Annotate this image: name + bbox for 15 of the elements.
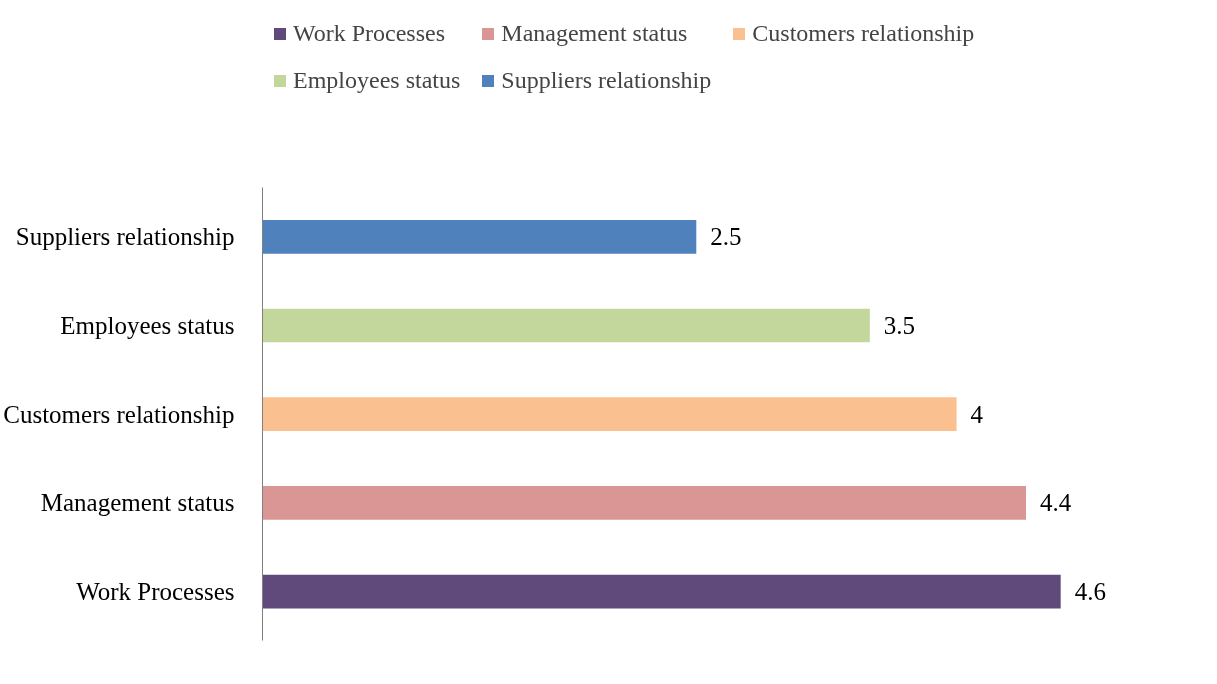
y-tick-label: Suppliers relationship <box>15 223 235 251</box>
y-tick-label: Management status <box>40 489 235 517</box>
data-label: 4.6 <box>1074 578 1106 606</box>
legend-label: Customers relationship <box>752 20 975 47</box>
data-label: 4 <box>970 400 984 428</box>
y-tick-label: Customers relationship <box>3 400 235 428</box>
y-tick-label: Work Processes <box>76 578 235 606</box>
data-label: 4.4 <box>1039 489 1072 517</box>
legend-label: Work Processes <box>293 20 446 47</box>
data-label: 2.5 <box>710 223 742 251</box>
legend-label: Suppliers relationship <box>501 67 712 94</box>
data-label: 3.5 <box>883 312 916 339</box>
legend-label: Management status <box>501 20 688 47</box>
y-tick-label: Employees status <box>60 312 235 339</box>
legend-label: Employees status <box>293 67 461 94</box>
